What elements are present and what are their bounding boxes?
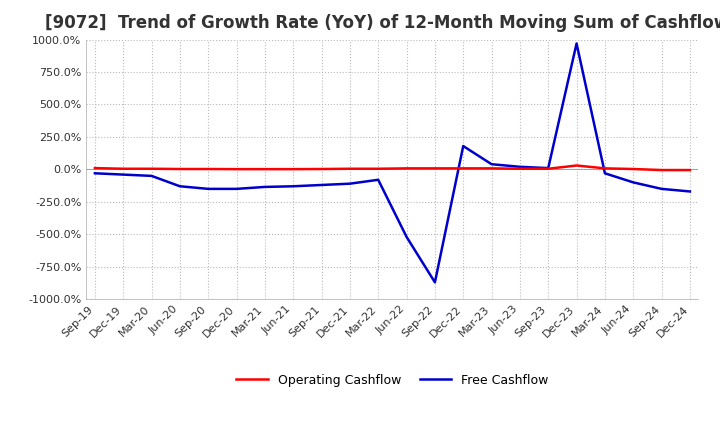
Operating Cashflow	[431, 166, 439, 171]
Free Cashflow	[459, 143, 467, 149]
Operating Cashflow	[402, 166, 411, 171]
Operating Cashflow	[374, 166, 382, 172]
Free Cashflow	[289, 183, 297, 189]
Operating Cashflow	[261, 166, 269, 172]
Free Cashflow	[176, 183, 184, 189]
Operating Cashflow	[657, 167, 666, 172]
Free Cashflow	[91, 171, 99, 176]
Operating Cashflow	[459, 166, 467, 171]
Operating Cashflow	[346, 166, 354, 172]
Operating Cashflow	[176, 166, 184, 172]
Operating Cashflow	[600, 166, 609, 171]
Free Cashflow	[119, 172, 127, 177]
Free Cashflow	[600, 171, 609, 176]
Free Cashflow	[487, 161, 496, 167]
Operating Cashflow	[629, 166, 637, 172]
Operating Cashflow	[572, 163, 581, 168]
Free Cashflow	[431, 280, 439, 285]
Operating Cashflow	[487, 166, 496, 171]
Free Cashflow	[629, 180, 637, 185]
Operating Cashflow	[233, 166, 241, 172]
Legend: Operating Cashflow, Free Cashflow: Operating Cashflow, Free Cashflow	[231, 369, 554, 392]
Operating Cashflow	[516, 166, 524, 172]
Free Cashflow	[346, 181, 354, 186]
Operating Cashflow	[148, 166, 156, 172]
Operating Cashflow	[204, 166, 212, 172]
Operating Cashflow	[119, 166, 127, 172]
Operating Cashflow	[685, 167, 694, 172]
Operating Cashflow	[91, 165, 99, 171]
Free Cashflow	[402, 234, 411, 239]
Line: Operating Cashflow: Operating Cashflow	[95, 165, 690, 170]
Operating Cashflow	[318, 166, 326, 172]
Free Cashflow	[318, 182, 326, 187]
Free Cashflow	[516, 164, 524, 169]
Free Cashflow	[544, 165, 552, 171]
Line: Free Cashflow: Free Cashflow	[95, 44, 690, 282]
Free Cashflow	[572, 41, 581, 46]
Operating Cashflow	[289, 166, 297, 172]
Free Cashflow	[261, 184, 269, 190]
Free Cashflow	[148, 173, 156, 179]
Free Cashflow	[233, 186, 241, 191]
Operating Cashflow	[544, 166, 552, 172]
Title: [9072]  Trend of Growth Rate (YoY) of 12-Month Moving Sum of Cashflows: [9072] Trend of Growth Rate (YoY) of 12-…	[45, 15, 720, 33]
Free Cashflow	[685, 189, 694, 194]
Free Cashflow	[374, 177, 382, 183]
Free Cashflow	[204, 186, 212, 191]
Free Cashflow	[657, 186, 666, 191]
